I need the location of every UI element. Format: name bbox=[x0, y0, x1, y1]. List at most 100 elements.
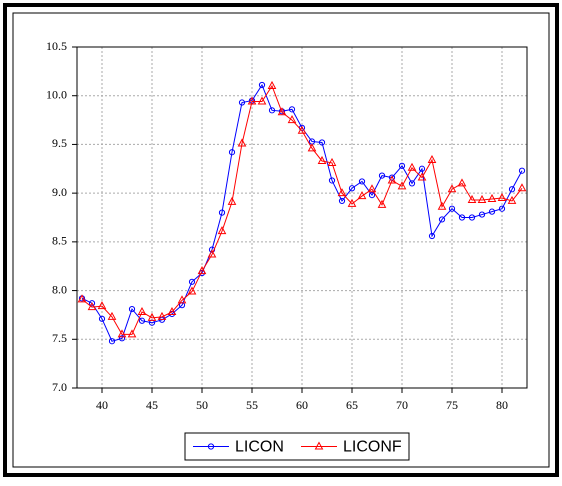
inner-frame bbox=[12, 12, 550, 468]
y-tick-label: 7.0 bbox=[52, 380, 67, 394]
marker bbox=[197, 266, 207, 275]
marker bbox=[228, 149, 236, 156]
marker bbox=[458, 214, 466, 221]
marker bbox=[227, 196, 237, 205]
x-tick-label: 80 bbox=[496, 398, 508, 412]
marker bbox=[517, 183, 527, 192]
marker bbox=[88, 300, 96, 307]
marker bbox=[368, 191, 376, 199]
marker bbox=[498, 205, 506, 212]
marker bbox=[97, 301, 107, 310]
marker bbox=[518, 167, 526, 174]
series-line bbox=[81, 83, 523, 342]
marker bbox=[314, 441, 324, 450]
x-tick-label: 55 bbox=[246, 398, 258, 412]
marker bbox=[117, 329, 127, 338]
x-tick-label: 40 bbox=[96, 398, 108, 412]
x-tick-label: 60 bbox=[296, 398, 308, 412]
marker bbox=[77, 294, 87, 303]
marker bbox=[478, 211, 486, 218]
marker bbox=[288, 106, 296, 113]
marker bbox=[448, 205, 456, 212]
marker bbox=[348, 185, 356, 192]
marker bbox=[397, 181, 407, 190]
series-line bbox=[81, 84, 523, 335]
marker bbox=[277, 107, 287, 116]
x-tick-label: 50 bbox=[196, 398, 208, 412]
marker bbox=[318, 139, 326, 146]
marker bbox=[267, 80, 277, 89]
marker bbox=[428, 232, 436, 240]
marker bbox=[487, 193, 497, 202]
marker bbox=[157, 311, 167, 320]
marker bbox=[287, 115, 297, 124]
marker bbox=[207, 443, 215, 450]
marker bbox=[118, 335, 126, 342]
marker bbox=[398, 162, 406, 169]
marker bbox=[417, 172, 427, 181]
marker bbox=[438, 216, 446, 223]
marker bbox=[467, 194, 477, 203]
marker bbox=[137, 306, 147, 316]
marker bbox=[437, 201, 447, 210]
x-tick-label: 75 bbox=[446, 398, 458, 412]
marker bbox=[358, 178, 366, 185]
marker bbox=[87, 302, 97, 311]
marker bbox=[108, 338, 116, 345]
y-tick-label: 9.0 bbox=[52, 185, 67, 199]
marker bbox=[377, 199, 387, 208]
marker bbox=[188, 278, 196, 285]
marker bbox=[507, 195, 517, 204]
marker bbox=[367, 184, 377, 193]
y-tick-label: 8.0 bbox=[52, 282, 67, 296]
plot-frame bbox=[76, 46, 528, 389]
marker bbox=[468, 214, 476, 221]
marker bbox=[387, 175, 397, 184]
marker bbox=[147, 312, 157, 321]
marker bbox=[207, 249, 217, 258]
marker bbox=[127, 329, 137, 338]
legend-label: LICONF bbox=[343, 439, 402, 456]
marker bbox=[477, 194, 487, 203]
marker bbox=[508, 186, 516, 193]
outer-frame bbox=[3, 3, 559, 477]
legend-label: LICON bbox=[235, 439, 284, 456]
marker bbox=[347, 198, 357, 207]
marker bbox=[167, 306, 177, 316]
y-tick-label: 9.5 bbox=[52, 136, 67, 150]
marker bbox=[138, 317, 146, 324]
marker bbox=[98, 315, 106, 322]
marker bbox=[237, 138, 247, 147]
x-tick-label: 70 bbox=[396, 398, 408, 412]
marker bbox=[317, 155, 327, 164]
marker bbox=[307, 143, 317, 152]
marker bbox=[338, 197, 346, 205]
marker bbox=[247, 96, 257, 105]
marker bbox=[407, 162, 417, 171]
marker bbox=[128, 305, 136, 313]
marker bbox=[258, 81, 266, 89]
marker bbox=[497, 192, 507, 202]
marker bbox=[357, 191, 367, 200]
marker bbox=[328, 177, 336, 184]
marker bbox=[337, 188, 347, 197]
marker bbox=[177, 295, 187, 304]
marker bbox=[238, 99, 246, 106]
marker bbox=[217, 226, 227, 235]
y-tick-label: 7.5 bbox=[52, 331, 67, 345]
marker bbox=[378, 172, 386, 179]
y-tick-label: 10.0 bbox=[46, 87, 67, 101]
y-tick-label: 8.5 bbox=[52, 234, 67, 248]
marker bbox=[297, 125, 307, 134]
marker bbox=[408, 180, 416, 187]
marker bbox=[427, 154, 437, 164]
x-tick-label: 45 bbox=[146, 398, 158, 412]
marker bbox=[187, 286, 197, 295]
marker bbox=[268, 107, 276, 114]
x-tick-label: 65 bbox=[346, 398, 358, 412]
marker bbox=[327, 157, 337, 166]
y-tick-label: 10.5 bbox=[46, 39, 67, 53]
marker bbox=[218, 209, 226, 216]
marker bbox=[418, 165, 426, 172]
